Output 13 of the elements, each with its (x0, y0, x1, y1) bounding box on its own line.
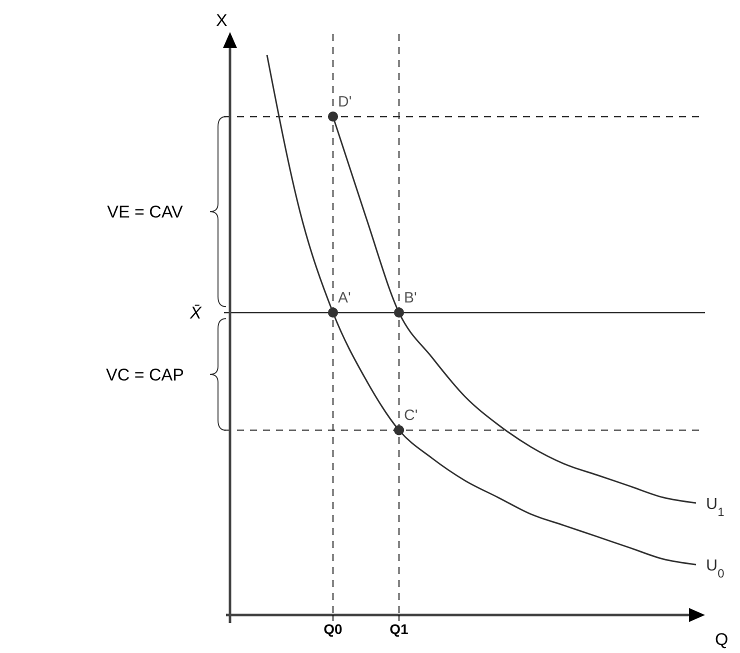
text: VC = CAP (106, 365, 184, 384)
x-tick-label: Q0 (324, 620, 343, 637)
annotation: C' (404, 407, 418, 424)
series-label: U$_{1}$ (706, 496, 725, 519)
ref-line-label: X̄ (189, 304, 202, 323)
series-label: U$_{0}$ (706, 558, 725, 581)
annotation: B' (404, 290, 418, 307)
annotation: D' (338, 94, 352, 111)
x-tick-label: Q1 (390, 620, 409, 637)
annotation: A' (338, 290, 352, 307)
x-axis-title: Q (715, 630, 728, 649)
text: VE = CAV (107, 202, 184, 222)
y-axis-title: X (216, 11, 228, 30)
